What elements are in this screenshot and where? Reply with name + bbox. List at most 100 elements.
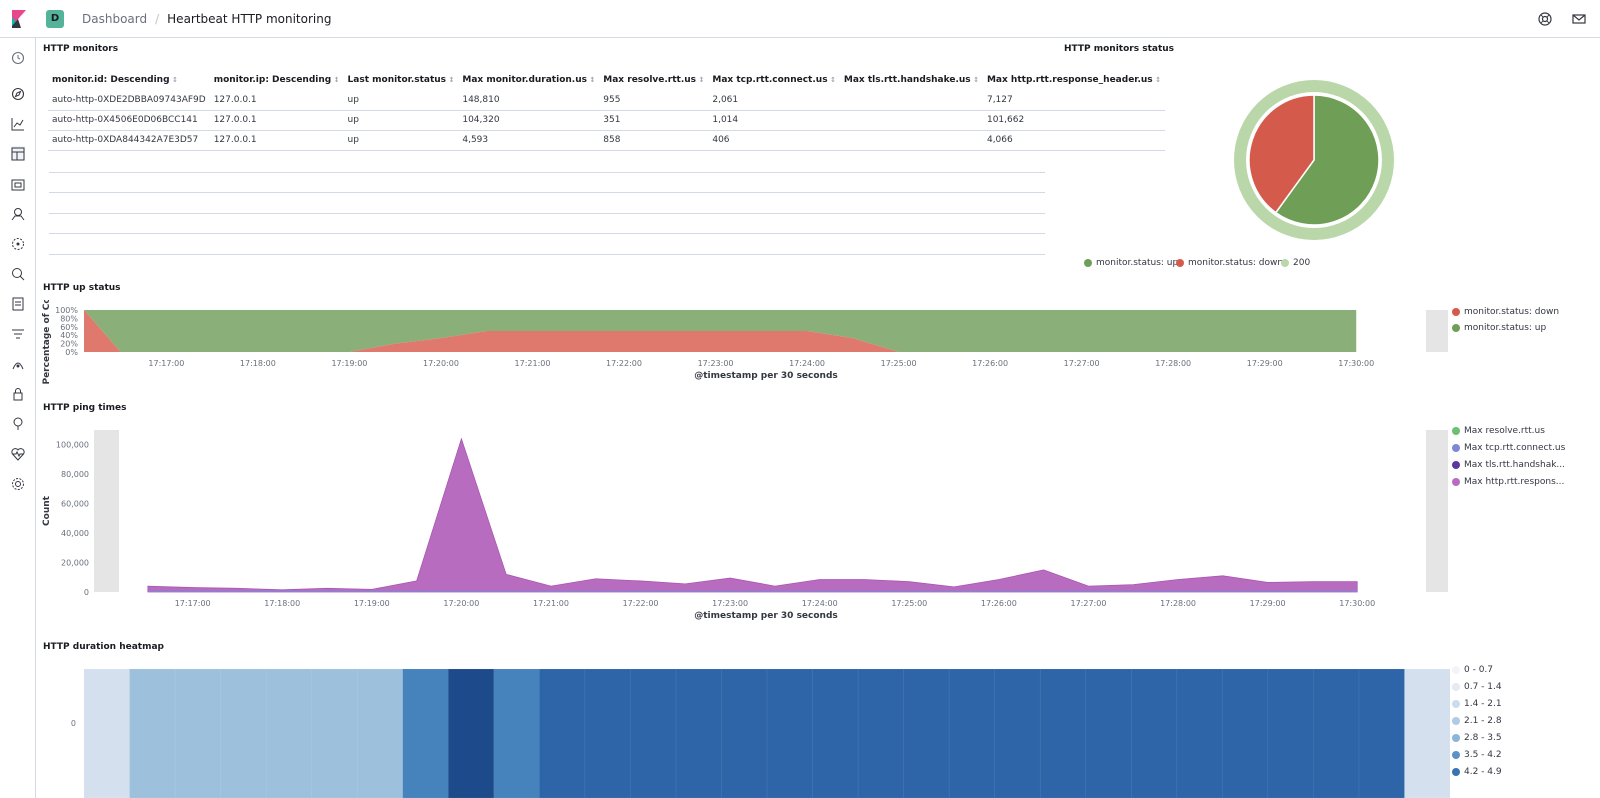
uptime-icon[interactable] — [11, 356, 25, 370]
mail-icon[interactable] — [1572, 11, 1588, 27]
y-tick-label: 0 — [71, 719, 76, 728]
heatmap-cell — [584, 668, 632, 798]
management-icon[interactable] — [11, 476, 25, 490]
sort-icon[interactable]: ↕ — [970, 76, 979, 84]
apm-icon[interactable] — [11, 326, 25, 340]
table-cell — [839, 130, 983, 151]
x-tick-label: 17:18:00 — [264, 599, 300, 608]
x-tick-label: 17:23:00 — [698, 359, 734, 368]
up-legend-up[interactable]: monitor.status: up — [1452, 323, 1546, 333]
sort-icon[interactable]: ↕ — [331, 76, 340, 84]
table-cell: 127.0.0.1 — [209, 110, 344, 131]
heatmap-legend-item[interactable]: 0.7 - 1.4 — [1452, 682, 1502, 692]
legend-label: monitor.status: down — [1188, 258, 1284, 268]
table-cell — [839, 90, 983, 111]
ping-times-chart: 100,000 80,000 60,000 40,000 20,000 0 17:17:00… — [42, 430, 1448, 621]
help-icon[interactable] — [1538, 11, 1554, 27]
x-tick-label: 17:29:00 — [1247, 359, 1283, 368]
heatmap-legend-item[interactable]: 0 - 0.7 — [1452, 665, 1493, 675]
dashboard-icon[interactable] — [11, 146, 25, 161]
maps-icon[interactable] — [11, 206, 25, 221]
column-header[interactable]: Max tcp.rtt.connect.us ↕ — [712, 75, 836, 85]
chart-band-left — [94, 430, 119, 592]
y-tick-label: 40,000 — [61, 529, 89, 538]
legend-dot — [1452, 427, 1460, 435]
column-header[interactable]: Last monitor.status ↕ — [347, 75, 455, 85]
table-empty-row — [49, 233, 1045, 234]
legend-dot — [1452, 768, 1460, 776]
monitoring-icon[interactable] — [11, 446, 25, 461]
heatmap-cell — [1313, 668, 1360, 798]
up-legend-down[interactable]: monitor.status: down — [1452, 307, 1559, 317]
sort-icon[interactable]: ↕ — [1152, 76, 1161, 84]
pie-legend-up[interactable]: monitor.status: up — [1084, 258, 1178, 268]
sort-icon[interactable]: ↕ — [446, 76, 455, 84]
metrics-icon[interactable] — [11, 266, 25, 281]
column-header[interactable]: Max monitor.duration.us ↕ — [462, 75, 596, 85]
legend-label: monitor.status: down — [1464, 307, 1560, 317]
legend-dot — [1452, 734, 1460, 742]
table-cell: 406 — [708, 130, 840, 151]
compass-icon[interactable] — [11, 86, 25, 101]
table-cell: auto-http-0XDE2DBBA09743AF9D — [48, 90, 210, 111]
heatmap-cell — [948, 668, 996, 798]
column-header[interactable]: Max resolve.rtt.us ↕ — [603, 75, 705, 85]
y-tick-label: 0 — [84, 588, 89, 597]
clock-icon[interactable] — [11, 50, 25, 65]
sort-icon[interactable]: ↕ — [586, 76, 596, 84]
legend-label: 0.7 - 1.4 — [1464, 682, 1502, 692]
legend-label: monitor.status: up — [1464, 323, 1547, 333]
space-avatar[interactable]: D — [46, 9, 64, 28]
heatmap-legend-item[interactable]: 2.8 - 3.5 — [1452, 733, 1502, 743]
heatmap-cell — [1222, 668, 1269, 798]
heatmap-cell — [402, 668, 450, 798]
legend-dot — [1452, 751, 1460, 759]
x-tick-label: 17:29:00 — [1250, 599, 1286, 608]
area-series-http-rtt — [147, 437, 1358, 593]
siem-icon[interactable] — [11, 386, 25, 401]
column-header[interactable]: monitor.id: Descending ↕ — [52, 75, 178, 85]
x-tick-label: 17:23:00 — [712, 599, 748, 608]
ping-legend-http[interactable]: Max http.rtt.respons... — [1452, 477, 1564, 487]
column-header[interactable]: Max http.rtt.response_header.us ↕ — [986, 75, 1161, 85]
dev-tools-icon[interactable] — [11, 416, 25, 430]
legend-label: Max http.rtt.respons... — [1464, 477, 1565, 487]
heatmap-legend-item[interactable]: 1.4 - 2.1 — [1452, 699, 1502, 709]
x-tick-label: 17:19:00 — [331, 359, 367, 368]
sort-icon[interactable]: ↕ — [696, 76, 705, 84]
logs-icon[interactable] — [11, 296, 25, 311]
legend-label: 0 - 0.7 — [1464, 665, 1494, 675]
x-tick-label: 17:27:00 — [1064, 359, 1100, 368]
pie-legend-down[interactable]: monitor.status: down — [1176, 258, 1283, 268]
heatmap-cell — [812, 668, 859, 798]
sort-icon[interactable]: ↕ — [169, 76, 178, 84]
legend-dot — [1452, 308, 1460, 316]
pie-legend-200[interactable]: 200 — [1281, 258, 1310, 268]
x-tick-label: 17:27:00 — [1070, 599, 1106, 608]
ml-icon[interactable] — [11, 236, 25, 250]
heatmap-legend-item[interactable]: 3.5 - 4.2 — [1452, 750, 1502, 760]
table-cell: 1,014 — [708, 110, 840, 131]
canvas-icon[interactable] — [11, 176, 25, 191]
heatmap-legend-item[interactable]: 4.2 - 4.9 — [1452, 767, 1502, 777]
column-header[interactable]: monitor.ip: Descending ↕ — [213, 75, 340, 85]
legend-dot — [1452, 683, 1460, 691]
table-cell: up — [343, 110, 459, 131]
table-empty-row — [49, 213, 1045, 214]
heatmap-cell — [448, 668, 495, 798]
ping-legend-tls[interactable]: Max tls.rtt.handshak... — [1452, 460, 1565, 470]
legend-dot — [1452, 324, 1460, 332]
column-header[interactable]: Max tls.rtt.handshake.us ↕ — [843, 75, 979, 85]
visualize-icon[interactable] — [11, 116, 25, 131]
sort-icon[interactable]: ↕ — [827, 76, 836, 84]
heatmap-legend-item[interactable]: 2.1 - 2.8 — [1452, 716, 1502, 726]
legend-dot — [1452, 700, 1460, 708]
kibana-logo-icon[interactable] — [0, 0, 38, 38]
breadcrumb-dashboard-link[interactable]: Dashboard — [82, 11, 148, 26]
ping-legend-resolve[interactable]: Max resolve.rtt.us — [1452, 426, 1545, 436]
chart-band-right — [1426, 430, 1448, 592]
page-title: Heartbeat HTTP monitoring — [167, 11, 332, 26]
table-cell: up — [343, 90, 459, 111]
ping-legend-tcp[interactable]: Max tcp.rtt.connect.us — [1452, 443, 1565, 453]
table-cell: 4,066 — [982, 130, 1165, 151]
